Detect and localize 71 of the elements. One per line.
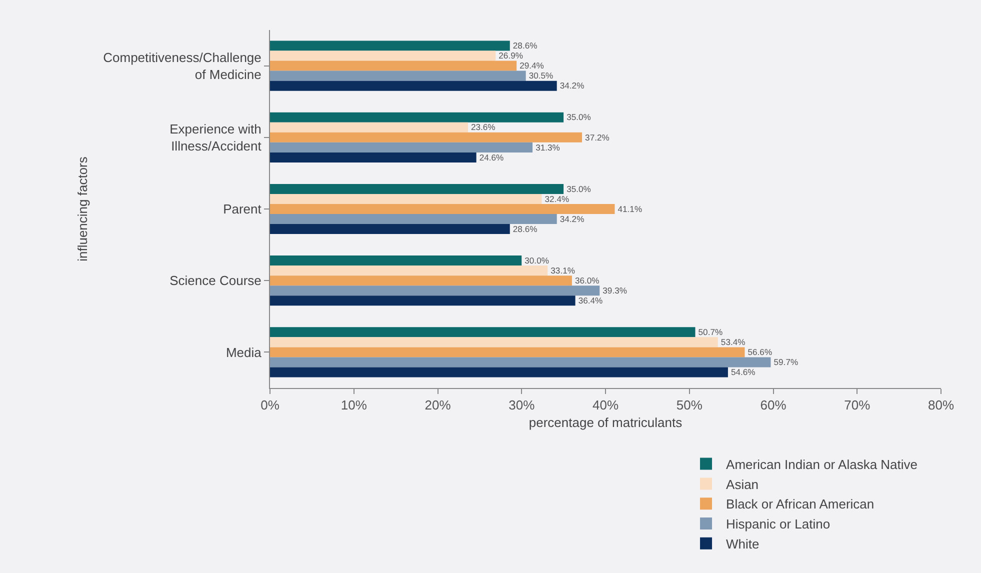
- bar: [270, 122, 468, 132]
- data-label: 36.4%: [578, 296, 604, 306]
- data-label: 39.3%: [602, 285, 628, 296]
- x-tick-label: 70%: [844, 398, 871, 413]
- bar: [270, 357, 771, 368]
- data-label: 30.5%: [528, 70, 554, 81]
- bar: [270, 112, 564, 122]
- bar: [270, 327, 696, 338]
- x-tick-label: 80%: [928, 398, 954, 413]
- x-tick-label: 40%: [592, 398, 619, 413]
- x-tick-label: 20%: [424, 398, 452, 413]
- bar: [270, 40, 510, 51]
- bar: [270, 367, 728, 378]
- data-label: 29.4%: [520, 60, 544, 71]
- x-tick-label: 60%: [760, 398, 787, 413]
- bar: [270, 184, 564, 194]
- bar: [270, 152, 476, 162]
- bar: [270, 256, 522, 266]
- data-label: 34.2%: [560, 214, 585, 224]
- legend-label: White: [726, 536, 760, 552]
- data-label: 53.4%: [720, 337, 746, 348]
- data-label: 50.7%: [698, 327, 723, 338]
- data-label: 23.6%: [470, 122, 496, 132]
- data-label: 36.0%: [574, 275, 600, 286]
- y-tick-label: Parent: [223, 202, 262, 217]
- data-label: 59.7%: [774, 357, 798, 368]
- data-label: 54.6%: [730, 367, 756, 378]
- x-tick-label: 0%: [260, 398, 280, 413]
- data-label: 30.0%: [524, 255, 550, 266]
- y-tick-label: Experience with Illness/Accident: [170, 122, 262, 154]
- data-label: 37.2%: [585, 132, 610, 142]
- y-tick-label: Media: [226, 344, 262, 360]
- bar: [270, 347, 745, 358]
- data-label: 35.0%: [566, 184, 592, 194]
- legend-label: Hispanic or Latino: [726, 516, 830, 532]
- data-label: 26.9%: [498, 50, 524, 61]
- data-label: 31.3%: [536, 142, 560, 152]
- y-tick-label: Science Course: [170, 273, 262, 288]
- bar: [270, 50, 496, 61]
- x-tick-label: 10%: [340, 398, 368, 413]
- bar: [270, 296, 576, 306]
- bar: [270, 80, 557, 91]
- bar: [270, 276, 572, 286]
- bar: [270, 194, 542, 204]
- y-axis-title: influencing factors: [75, 156, 90, 262]
- data-label: 33.1%: [550, 265, 576, 276]
- data-label: 24.6%: [479, 152, 504, 162]
- legend-label: American Indian or Alaska Native: [726, 456, 918, 472]
- data-label: 35.0%: [566, 112, 592, 122]
- data-label: 41.1%: [618, 204, 642, 214]
- data-label: 28.6%: [512, 224, 538, 234]
- bar: [270, 60, 517, 71]
- x-tick-label: 50%: [676, 398, 703, 413]
- y-tick-label: Competitiveness/Challenge of Medicine: [103, 50, 262, 82]
- data-label: 56.6%: [748, 347, 772, 358]
- bar: [270, 132, 582, 142]
- bar: [270, 224, 510, 234]
- legend-label: Asian: [726, 476, 759, 492]
- bar: [270, 70, 526, 81]
- data-label: 34.2%: [560, 80, 585, 91]
- legend-label: Black or African American: [726, 496, 874, 512]
- bar: [270, 204, 615, 214]
- x-tick-label: 30%: [508, 398, 536, 413]
- bar: [270, 286, 600, 296]
- bar: [270, 266, 548, 276]
- data-label: 28.6%: [512, 40, 538, 51]
- bar: [270, 337, 718, 348]
- x-axis-title: percentage of matriculants: [528, 415, 683, 430]
- data-label: 32.4%: [544, 194, 570, 204]
- bar: [270, 214, 557, 224]
- bar: [270, 142, 533, 152]
